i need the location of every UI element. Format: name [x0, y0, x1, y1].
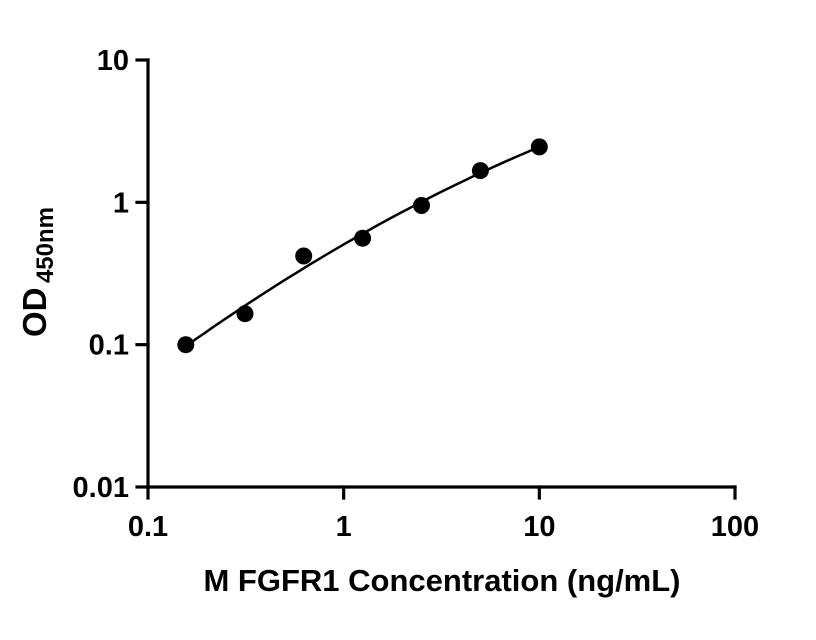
y-axis-title-sub: 450nm — [32, 207, 59, 283]
y-axis-tick-label: 10 — [97, 45, 129, 77]
data-point — [471, 162, 489, 180]
x-axis-title: M FGFR1 Concentration (ng/mL) — [203, 563, 680, 598]
data-point — [177, 336, 195, 354]
x-axis-tick-label: 10 — [523, 511, 555, 543]
x-axis-tick-label: 0.1 — [128, 511, 168, 543]
data-point — [295, 247, 313, 265]
x-axis-tick-label: 1 — [336, 511, 352, 543]
y-axis-tick-label: 1 — [113, 187, 129, 219]
y-axis-title-main: OD — [16, 288, 53, 338]
y-axis-title: OD 450nm — [16, 207, 59, 337]
data-point — [236, 305, 254, 323]
x-axis-tick-label: 100 — [711, 511, 759, 543]
y-axis-tick-label: 0.01 — [73, 472, 129, 504]
data-point — [530, 138, 548, 156]
data-point — [413, 197, 430, 214]
plot-area: 0.1 1 10 100 0.01 0.1 1 10 — [73, 45, 760, 543]
data-point — [354, 229, 372, 247]
y-axis-tick-label: 0.1 — [89, 330, 129, 362]
